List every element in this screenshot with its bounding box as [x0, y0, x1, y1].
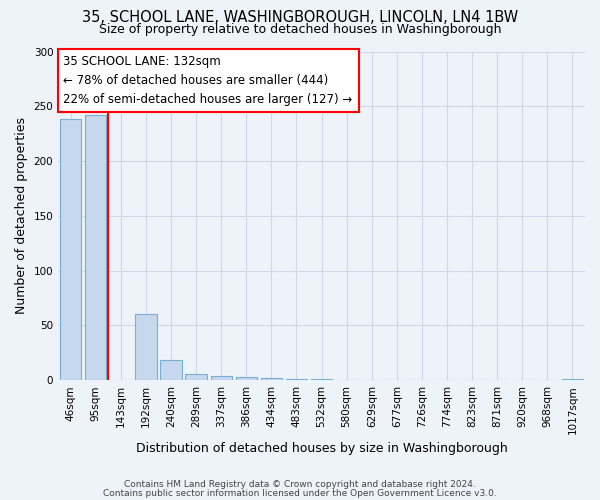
Bar — [261, 378, 282, 380]
Bar — [311, 379, 332, 380]
Text: Contains public sector information licensed under the Open Government Licence v3: Contains public sector information licen… — [103, 490, 497, 498]
Bar — [85, 115, 106, 380]
Bar — [136, 314, 157, 380]
Text: 35 SCHOOL LANE: 132sqm
← 78% of detached houses are smaller (444)
22% of semi-de: 35 SCHOOL LANE: 132sqm ← 78% of detached… — [64, 55, 353, 106]
Y-axis label: Number of detached properties: Number of detached properties — [15, 118, 28, 314]
Bar — [185, 374, 207, 380]
Bar — [286, 379, 307, 380]
Text: Size of property relative to detached houses in Washingborough: Size of property relative to detached ho… — [99, 22, 501, 36]
X-axis label: Distribution of detached houses by size in Washingborough: Distribution of detached houses by size … — [136, 442, 508, 455]
Bar — [236, 377, 257, 380]
Bar — [211, 376, 232, 380]
Text: 35, SCHOOL LANE, WASHINGBOROUGH, LINCOLN, LN4 1BW: 35, SCHOOL LANE, WASHINGBOROUGH, LINCOLN… — [82, 10, 518, 25]
Bar — [60, 120, 82, 380]
Text: Contains HM Land Registry data © Crown copyright and database right 2024.: Contains HM Land Registry data © Crown c… — [124, 480, 476, 489]
Bar — [160, 360, 182, 380]
Bar — [562, 379, 583, 380]
